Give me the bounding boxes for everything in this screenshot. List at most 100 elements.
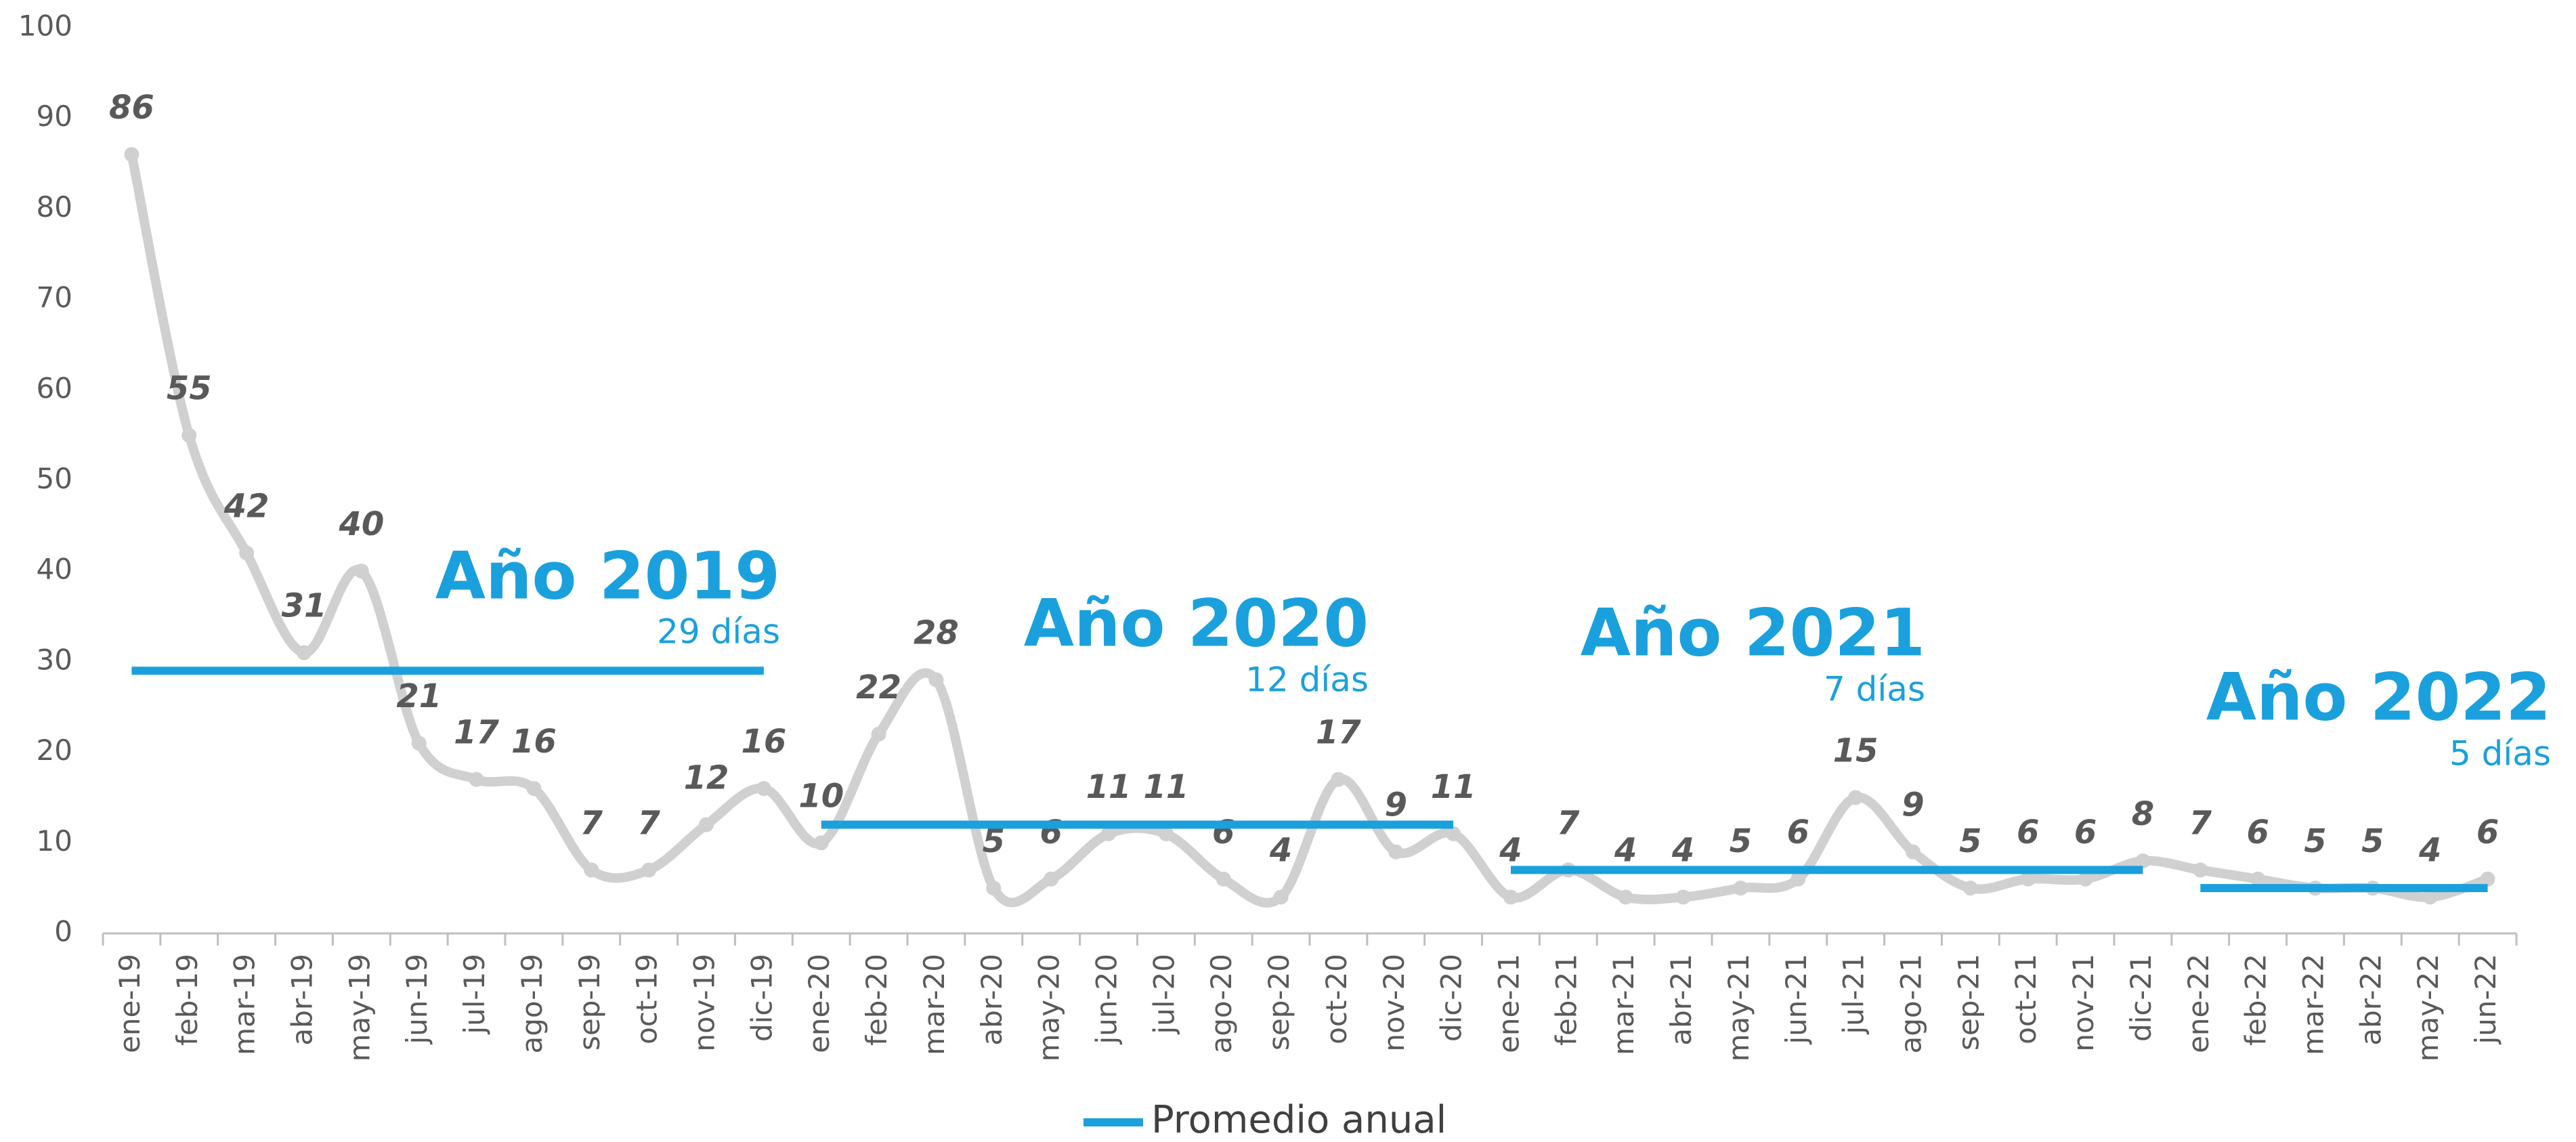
- x-tick-label: may-22: [2411, 954, 2445, 1061]
- y-tick-label: 70: [37, 281, 72, 314]
- x-tick-label: may-19: [343, 954, 376, 1061]
- data-point: [699, 817, 714, 832]
- data-point: [1216, 871, 1231, 887]
- data-point: [2193, 862, 2208, 878]
- data-point: [756, 781, 771, 797]
- x-tick-label: feb-22: [2239, 954, 2273, 1046]
- average-title: Año 2021: [1581, 595, 1925, 671]
- x-tick-label: ago-19: [515, 954, 549, 1053]
- y-tick-label: 0: [54, 915, 72, 948]
- x-tick-label: jul-20: [1147, 954, 1180, 1035]
- data-point: [1906, 844, 1920, 860]
- data-label: 9: [1385, 786, 1407, 824]
- y-tick-label: 80: [37, 190, 72, 224]
- x-tick-label: jun-22: [2469, 954, 2502, 1045]
- x-tick-label: feb-19: [171, 954, 204, 1046]
- y-tick-label: 20: [37, 734, 72, 767]
- data-label: 9: [1902, 786, 1924, 824]
- data-point: [1273, 889, 1289, 905]
- average-title: Año 2019: [435, 538, 780, 614]
- x-tick-label: nov-21: [2067, 954, 2100, 1052]
- data-label: 6: [1039, 813, 1062, 851]
- data-label: 4: [1671, 832, 1694, 870]
- data-label: 6: [2246, 813, 2269, 851]
- data-label: 12: [684, 759, 729, 797]
- data-point: [1446, 826, 1461, 841]
- data-label: 7: [580, 804, 603, 842]
- data-label: 7: [2189, 804, 2212, 842]
- data-point: [2078, 871, 2093, 887]
- x-tick-label: may-20: [1033, 954, 1066, 1061]
- data-point: [1158, 826, 1174, 841]
- data-point: [411, 736, 427, 751]
- x-tick-label: oct-20: [1320, 954, 1353, 1044]
- x-tick-label: sep-21: [1952, 954, 1985, 1051]
- x-tick-label: oct-19: [630, 954, 664, 1044]
- x-tick-label: mar-22: [2297, 954, 2330, 1055]
- x-tick-label: abr-22: [2354, 954, 2387, 1046]
- average-title: Año 2020: [1024, 585, 1369, 661]
- data-label: 40: [338, 505, 384, 543]
- data-label: 11: [1143, 768, 1188, 806]
- data-label: 6: [2476, 813, 2499, 851]
- x-tick-label: ene-20: [802, 954, 836, 1053]
- data-label: 55: [167, 370, 212, 408]
- data-point: [1962, 881, 1978, 896]
- data-point: [1733, 881, 1748, 896]
- x-tick-label: abr-21: [1665, 954, 1698, 1046]
- data-label: 16: [511, 723, 557, 761]
- data-label: 15: [1833, 732, 1879, 769]
- data-label: 6: [1212, 813, 1235, 851]
- x-tick-label: sep-20: [1262, 954, 1295, 1051]
- data-point: [239, 545, 255, 561]
- x-tick-label: dic-20: [1435, 954, 1468, 1042]
- data-point: [2480, 871, 2495, 887]
- data-label: 7: [637, 804, 660, 842]
- data-label: 6: [2074, 813, 2097, 851]
- y-tick-label: 50: [37, 462, 72, 495]
- data-point: [1331, 771, 1346, 787]
- x-tick-label: feb-21: [1549, 954, 1583, 1046]
- x-tick-label: may-21: [1722, 954, 1755, 1061]
- x-tick-label: nov-19: [688, 954, 721, 1052]
- data-label: 5: [2361, 822, 2384, 860]
- data-point: [1044, 871, 1059, 887]
- data-point: [2250, 871, 2266, 887]
- data-label: 31: [282, 587, 327, 625]
- data-point: [297, 645, 312, 660]
- x-tick-label: ago-20: [1205, 954, 1238, 1053]
- legend-label: Promedio anual: [1151, 1098, 1446, 1142]
- x-tick-label: jul-21: [1837, 954, 1870, 1035]
- data-point: [2020, 871, 2036, 887]
- average-label: 7 días: [1824, 670, 1925, 709]
- x-tick-label: jun-21: [1780, 954, 1813, 1045]
- data-point: [1790, 871, 1806, 887]
- x-tick-label: jun-20: [1090, 954, 1123, 1045]
- average-label: 5 días: [2449, 734, 2551, 774]
- x-tick-label: mar-21: [1607, 954, 1640, 1055]
- data-label: 10: [798, 777, 844, 815]
- data-label: 42: [223, 487, 270, 525]
- data-label: 17: [454, 714, 499, 752]
- data-point: [1618, 889, 1633, 905]
- data-label: 86: [109, 89, 154, 127]
- data-point: [124, 147, 139, 163]
- x-tick-label: nov-20: [1377, 954, 1411, 1052]
- x-tick-label: abr-20: [975, 954, 1008, 1046]
- data-label: 5: [1959, 822, 1981, 860]
- data-point: [2135, 853, 2151, 869]
- data-label: 4: [1269, 832, 1292, 870]
- x-tick-label: jul-19: [458, 954, 491, 1035]
- data-point: [584, 862, 599, 878]
- x-tick-label: mar-20: [918, 954, 951, 1055]
- data-point: [813, 835, 829, 851]
- x-tick-label: dic-21: [2124, 954, 2158, 1042]
- x-tick-label: feb-20: [860, 954, 893, 1046]
- data-point: [1388, 844, 1404, 860]
- y-tick-label: 30: [37, 643, 72, 676]
- x-tick-label: ene-19: [113, 954, 146, 1053]
- data-point: [1101, 826, 1116, 841]
- data-point: [641, 862, 657, 878]
- data-label: 22: [856, 669, 901, 706]
